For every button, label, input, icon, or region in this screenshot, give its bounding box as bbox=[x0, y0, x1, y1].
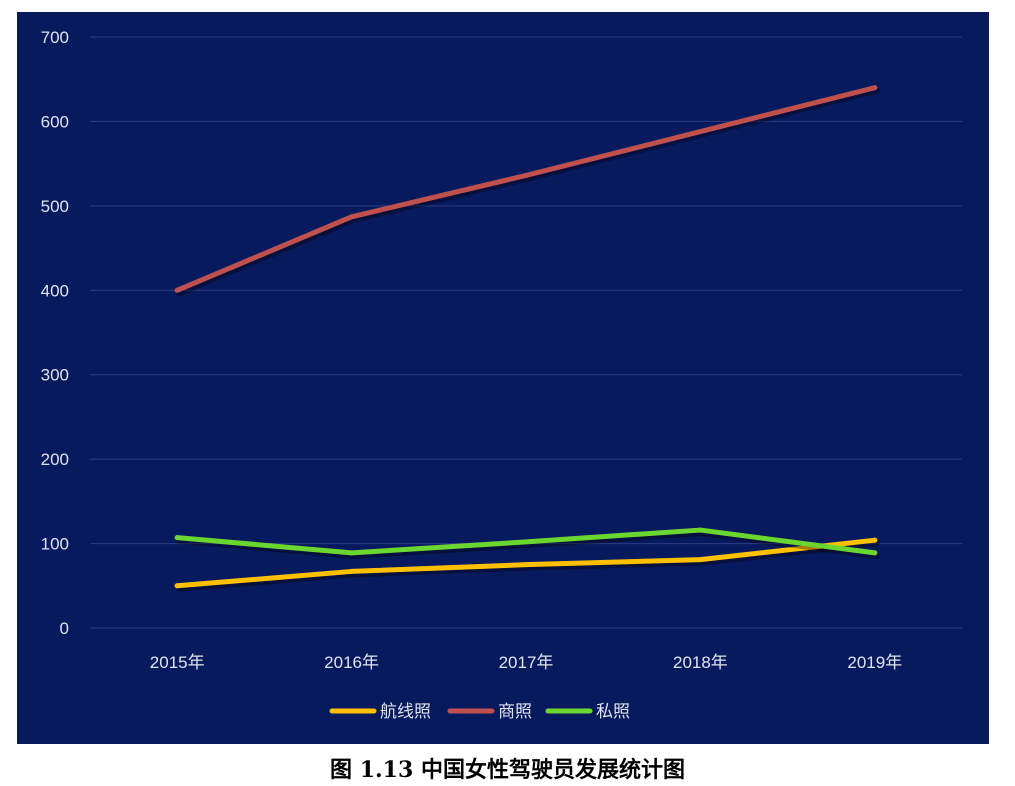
y-tick-label: 100 bbox=[41, 535, 69, 554]
data-point bbox=[523, 562, 529, 568]
x-tick-label: 2017年 bbox=[499, 653, 554, 672]
y-tick-label: 0 bbox=[60, 619, 69, 638]
x-tick-label: 2019年 bbox=[847, 653, 902, 672]
x-tick-label: 2016年 bbox=[324, 653, 379, 672]
data-point bbox=[697, 129, 703, 135]
data-point bbox=[697, 527, 703, 533]
series-line-shadow bbox=[176, 87, 880, 297]
data-point bbox=[349, 214, 355, 220]
data-point bbox=[697, 557, 703, 563]
y-tick-label: 200 bbox=[41, 450, 69, 469]
data-point bbox=[349, 568, 355, 574]
data-point bbox=[349, 550, 355, 556]
legend-label: 航线照 bbox=[380, 702, 431, 722]
data-point bbox=[174, 535, 180, 541]
data-point bbox=[872, 537, 878, 543]
legend-label: 私照 bbox=[596, 702, 630, 722]
y-tick-label: 400 bbox=[41, 281, 69, 300]
x-tick-label: 2015年 bbox=[150, 653, 205, 672]
data-point bbox=[174, 583, 180, 589]
y-tick-label: 700 bbox=[41, 28, 69, 47]
data-point bbox=[174, 287, 180, 293]
series-line-shadow bbox=[176, 530, 880, 559]
legend-label: 商照 bbox=[498, 702, 532, 722]
line-chart: 0 100 200 300 400 500 600 700 2015年 2016年 2017年 201… bbox=[41, 28, 962, 722]
y-tick-label: 500 bbox=[41, 197, 69, 216]
chart-panel: 0 100 200 300 400 500 600 700 2015年 2016年 2017年 201… bbox=[17, 12, 989, 744]
y-tick-label: 600 bbox=[41, 112, 69, 131]
data-point bbox=[872, 85, 878, 91]
y-tick-label: 300 bbox=[41, 366, 69, 385]
data-point bbox=[523, 539, 529, 545]
series-line-shadow bbox=[176, 540, 880, 592]
data-point bbox=[872, 550, 878, 556]
figure-caption: 图 1.13 中国女性驾驶员发展统计图 bbox=[330, 757, 685, 783]
x-tick-label: 2018年 bbox=[673, 653, 728, 672]
data-point bbox=[523, 172, 529, 178]
